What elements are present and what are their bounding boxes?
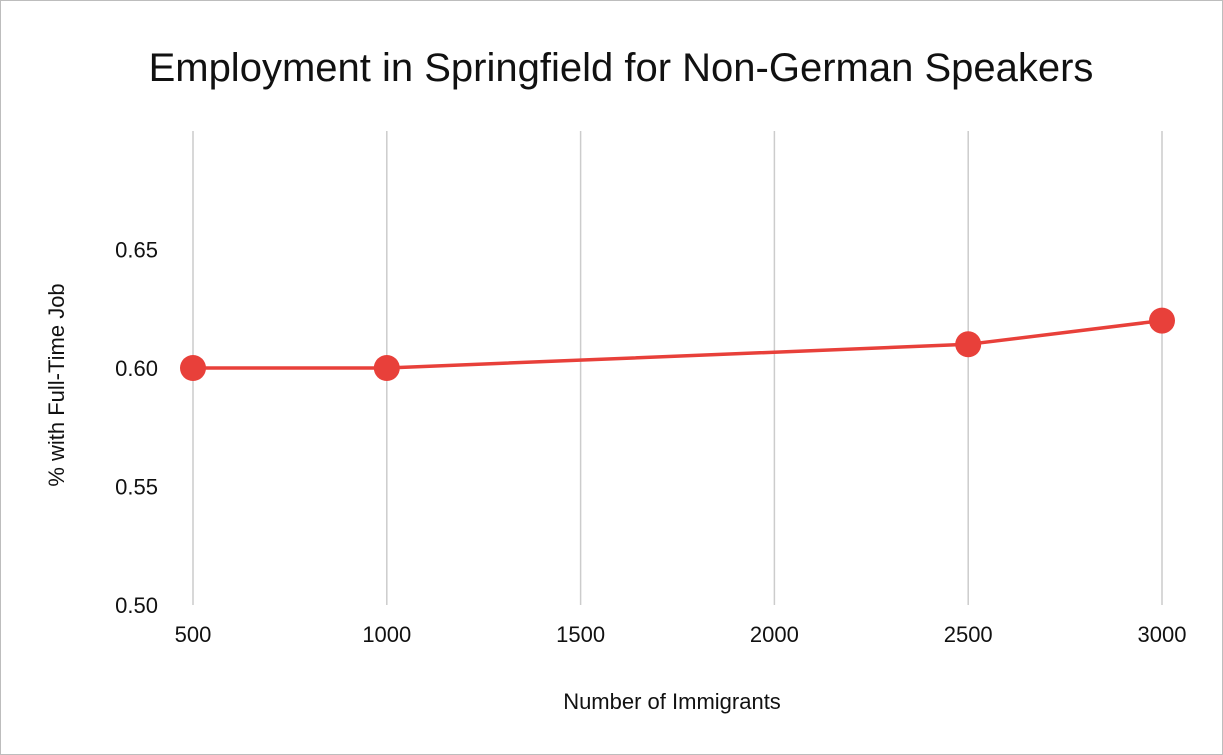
series-line: [193, 318, 1163, 370]
gridlines: [192, 131, 1163, 605]
y-tick-label: 0.50: [115, 593, 158, 618]
x-tick-label: 1000: [362, 622, 411, 647]
data-point-1000: [373, 355, 400, 381]
x-axis-label: Number of Immigrants: [563, 689, 781, 714]
x-tick-label: 3000: [1138, 622, 1187, 647]
x-tick-label: 1500: [556, 622, 605, 647]
y-tick-label: 0.60: [115, 356, 158, 381]
data-point-3000: [1149, 307, 1175, 334]
chart-title: Employment in Springfield for Non-German…: [149, 46, 1094, 90]
y-axis-ticks: 0.50 0.55 0.60 0.65: [115, 238, 158, 619]
series-line-group: [193, 318, 1163, 370]
y-axis-label: % with Full-Time Job: [44, 283, 69, 486]
y-tick-label: 0.65: [115, 238, 158, 263]
x-tick-label: 500: [175, 622, 212, 647]
x-tick-label: 2000: [750, 622, 799, 647]
data-point-2500: [955, 331, 982, 358]
y-tick-label: 0.55: [115, 475, 158, 500]
data-points: [180, 307, 1175, 381]
x-axis-ticks: 500 1000 1500 2000 2500 3000: [175, 622, 1187, 647]
x-tick-label: 2500: [944, 622, 993, 647]
data-point-500: [180, 355, 206, 381]
